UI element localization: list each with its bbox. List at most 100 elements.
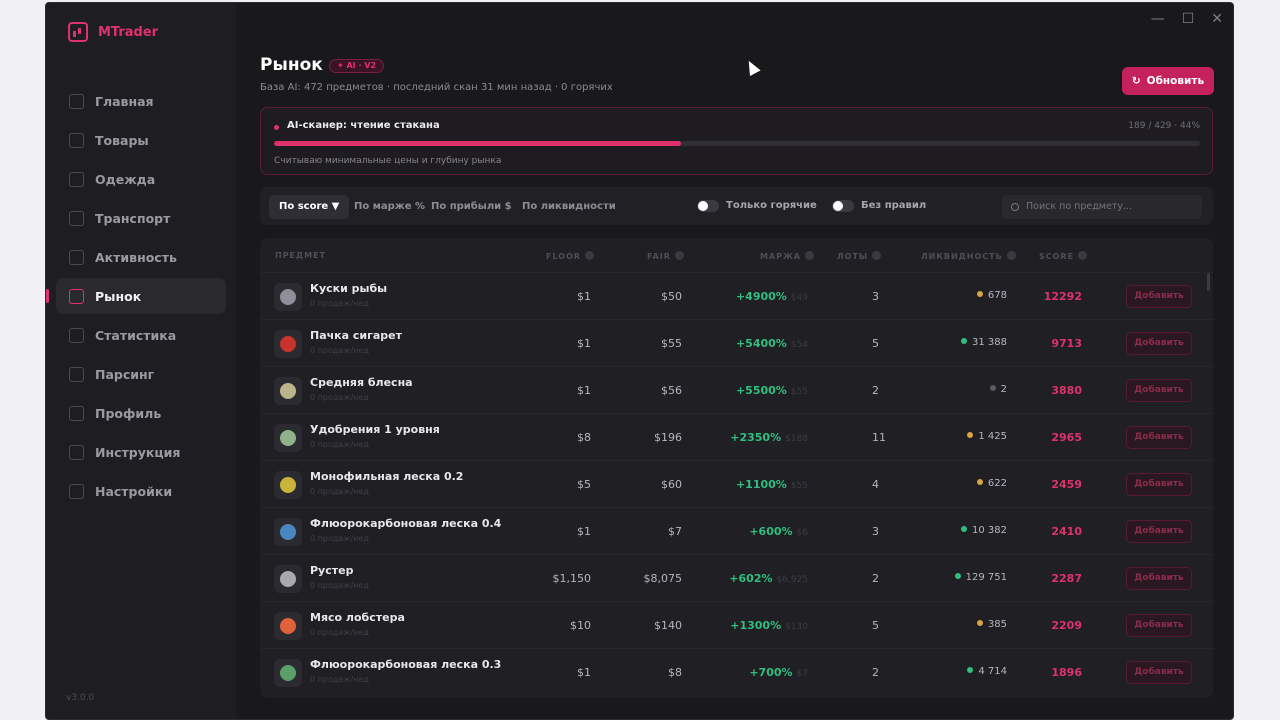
column-header-liquidity[interactable]: ЛИКВИДНОСТЬ xyxy=(921,251,1016,261)
item-floor: $1 xyxy=(577,290,591,303)
add-button[interactable]: Добавить xyxy=(1126,285,1192,308)
close-icon[interactable]: ✕ xyxy=(1211,11,1223,27)
item-icon xyxy=(280,289,296,305)
sidebar-item-6[interactable]: Статистика xyxy=(56,317,226,353)
gear-icon xyxy=(69,483,84,499)
sidebar-item-label: Главная xyxy=(95,93,154,109)
liquidity-dot xyxy=(967,432,974,438)
window-controls: — ☐ ✕ xyxy=(1151,11,1223,27)
item-fair: $7 xyxy=(668,525,682,538)
help-icon[interactable] xyxy=(1006,251,1016,260)
item-liquidity: 1 425 xyxy=(967,431,1007,442)
page-title: Рынок xyxy=(260,55,323,75)
item-thumbnail xyxy=(274,565,302,593)
search-input[interactable]: Поиск по предмету... xyxy=(1002,195,1202,219)
no-rules-toggle[interactable] xyxy=(832,200,854,212)
item-name: Монофильная леска 0.2 xyxy=(310,470,464,483)
table-row[interactable]: Флюорокарбоновая леска 0.3 0 продаж/нед $1… xyxy=(260,648,1213,695)
table-row[interactable]: Куски рыбы 0 продаж/нед $1 $50 +4900% $49 3 678… xyxy=(260,272,1213,319)
sidebar-item-5[interactable]: Рынок xyxy=(46,278,226,314)
column-header-floor[interactable]: FLOOR xyxy=(546,251,595,261)
sidebar-item-7[interactable]: Парсинг xyxy=(56,356,226,392)
help-icon[interactable] xyxy=(872,251,882,260)
add-button[interactable]: Добавить xyxy=(1126,614,1192,637)
table-row[interactable]: Средняя блесна 0 продаж/нед $1 $56 +5500% $55… xyxy=(260,366,1213,413)
table-row[interactable]: Монофильная леска 0.2 0 продаж/нед $5 $60 +1… xyxy=(260,460,1213,507)
minimize-icon[interactable]: — xyxy=(1150,11,1165,27)
logo-icon xyxy=(68,22,88,42)
add-button[interactable]: Добавить xyxy=(1126,379,1192,402)
item-name: Куски рыбы xyxy=(310,282,388,295)
table-row[interactable]: Удобрения 1 уровня 0 продаж/нед $8 $196 +235… xyxy=(260,413,1213,460)
scanner-status: Считываю минимальные цены и глубину рынк… xyxy=(274,156,502,166)
no-rules-label: Без правил xyxy=(861,200,927,211)
table-row[interactable]: Мясо лобстера 0 продаж/нед $10 $140 +1300% $1… xyxy=(260,601,1213,648)
sidebar-item-8[interactable]: Профиль xyxy=(56,395,226,431)
help-icon[interactable] xyxy=(1078,251,1088,260)
filter-bar: По score ▼ По марже % По прибыли $ По ли… xyxy=(260,187,1213,225)
hot-only-label: Только горячие xyxy=(726,200,817,211)
item-floor: $1 xyxy=(577,337,591,350)
item-fair: $8,075 xyxy=(643,572,683,585)
sidebar-item-label: Парсинг xyxy=(95,366,155,382)
add-button[interactable]: Добавить xyxy=(1126,426,1192,449)
item-margin: +602% $6,925 xyxy=(729,572,808,585)
item-sales: 0 продаж/нед xyxy=(310,628,369,637)
help-icon[interactable] xyxy=(805,251,814,260)
add-button[interactable]: Добавить xyxy=(1126,567,1192,590)
item-score: 2965 xyxy=(1051,431,1082,444)
table-row[interactable]: Пачка сигарет 0 продаж/нед $1 $55 +5400% $54 5… xyxy=(260,319,1213,366)
table-scrollbar[interactable] xyxy=(1207,273,1210,291)
item-liquidity: 622 xyxy=(976,478,1007,489)
sidebar-item-9[interactable]: Инструкция xyxy=(56,434,226,470)
refresh-button[interactable]: ↻ Обновить xyxy=(1122,67,1214,95)
refresh-icon: ↻ xyxy=(1131,75,1141,87)
hot-only-toggle[interactable] xyxy=(697,200,719,212)
column-header-fair[interactable]: FAIR xyxy=(647,251,684,261)
item-margin-abs: $130 xyxy=(785,622,808,632)
refresh-label: Обновить xyxy=(1146,75,1205,87)
item-icon xyxy=(280,571,296,587)
add-button[interactable]: Добавить xyxy=(1126,661,1192,684)
main-content: — ☐ ✕ Рынок ✦ AI · V2 База AI: 472 предм… xyxy=(236,3,1233,719)
maximize-icon[interactable]: ☐ xyxy=(1181,11,1195,27)
liquidity-dot xyxy=(976,620,983,626)
sidebar-nav: Главная Товары Одежда Транспорт Активность Ры… xyxy=(46,83,226,512)
help-icon[interactable] xyxy=(674,251,684,260)
item-sales: 0 продаж/нед xyxy=(310,534,369,543)
table-row[interactable]: Флюорокарбоновая леска 0.4 0 продаж/нед $1… xyxy=(260,507,1213,554)
item-thumbnail xyxy=(274,377,302,405)
liquidity-dot xyxy=(989,385,996,391)
sort-tab-score[interactable]: По score ▼ xyxy=(269,195,350,219)
table-row[interactable]: Рустер 0 продаж/нед $1,150 $8,075 +602% $6,92… xyxy=(260,554,1213,601)
ai-version-badge: ✦ AI · V2 xyxy=(329,59,385,73)
sidebar-item-1[interactable]: Товары xyxy=(56,122,226,158)
item-name: Флюорокарбоновая леска 0.4 xyxy=(310,517,502,530)
sort-tab-profit[interactable]: По прибыли $ xyxy=(431,201,512,212)
liquidity-dot xyxy=(976,291,983,297)
sidebar-item-2[interactable]: Одежда xyxy=(56,161,226,197)
help-icon[interactable] xyxy=(585,251,595,260)
sidebar-item-4[interactable]: Активность xyxy=(56,239,226,275)
column-header-margin[interactable]: МАРЖА xyxy=(760,251,814,261)
sidebar-item-0[interactable]: Главная xyxy=(56,83,226,119)
item-name: Рустер xyxy=(310,564,354,577)
item-name: Мясо лобстера xyxy=(310,611,405,624)
sort-tab-liquidity[interactable]: По ликвидности xyxy=(522,201,616,212)
column-header-score[interactable]: SCORE xyxy=(1039,251,1088,261)
item-liquidity: 2 xyxy=(989,384,1007,395)
add-button[interactable]: Добавить xyxy=(1126,520,1192,543)
item-margin: +1100% $55 xyxy=(735,478,808,491)
sidebar: MTrader Главная Товары Одежда Транспорт Акти… xyxy=(46,3,236,719)
sort-tab-margin[interactable]: По марже % xyxy=(354,201,426,212)
column-header-lots[interactable]: ЛОТЫ xyxy=(837,251,882,261)
sidebar-item-10[interactable]: Настройки xyxy=(56,473,226,509)
market-table: ПРЕДМЕТ FLOOR FAIR МАРЖА ЛОТЫ ЛИКВИДНОСТ… xyxy=(260,238,1213,698)
sidebar-item-3[interactable]: Транспорт xyxy=(56,200,226,236)
item-score: 1896 xyxy=(1051,666,1082,679)
add-button[interactable]: Добавить xyxy=(1126,332,1192,355)
item-margin-abs: $6,925 xyxy=(776,575,809,585)
add-button[interactable]: Добавить xyxy=(1126,473,1192,496)
item-sales: 0 продаж/нед xyxy=(310,346,369,355)
user-icon xyxy=(69,405,84,421)
